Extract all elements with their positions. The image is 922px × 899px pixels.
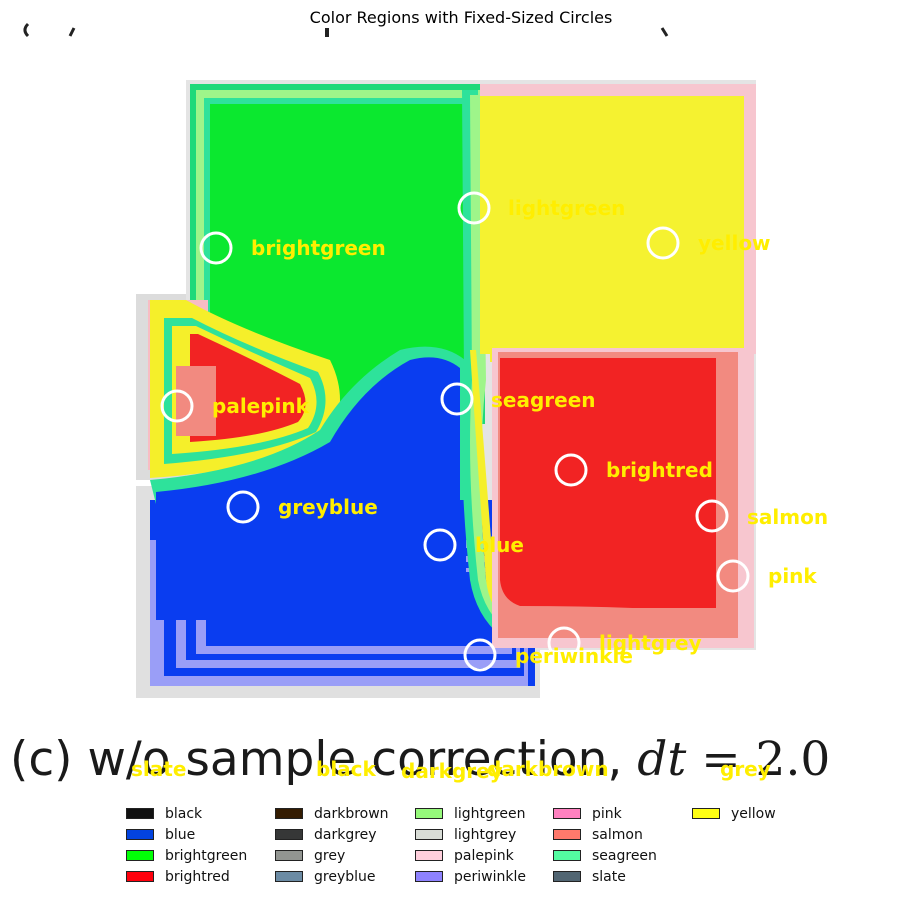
caption-variable: dt	[637, 732, 687, 787]
legend-item-greyblue: greyblue	[275, 866, 415, 887]
legend-item-black: black	[126, 803, 275, 824]
circle-blue	[423, 528, 457, 562]
region-palepink	[148, 300, 340, 478]
legend-item-palepink: palepink	[415, 845, 553, 866]
label-salmon: salmon	[747, 505, 828, 529]
legend-item-lightgreen: lightgreen	[415, 803, 553, 824]
label-periwinkle: periwinkle	[515, 644, 633, 668]
circle-salmon	[695, 499, 729, 533]
legend-swatch	[126, 871, 154, 882]
legend-swatch	[553, 850, 581, 861]
legend-item-lightgrey: lightgrey	[415, 824, 553, 845]
legend-item-yellow: yellow	[692, 803, 812, 824]
legend-label: darkgrey	[314, 826, 377, 843]
label-seagreen: seagreen	[491, 388, 596, 412]
legend-swatch	[415, 808, 443, 819]
legend-item-salmon: salmon	[553, 824, 692, 845]
legend-label: lightgrey	[454, 826, 517, 843]
sample-circles	[160, 191, 750, 672]
circle-greyblue	[226, 490, 260, 524]
label-palepink: palepink	[212, 394, 310, 418]
legend-item-periwinkle: periwinkle	[415, 866, 553, 887]
legend-swatch	[275, 850, 303, 861]
label-pink: pink	[768, 564, 817, 588]
legend-item-darkgrey: darkgrey	[275, 824, 415, 845]
legend-item-slate: slate	[553, 866, 692, 887]
legend-label: pink	[592, 805, 622, 822]
circle-seagreen	[440, 382, 474, 416]
legend-swatch	[553, 871, 581, 882]
legend-item-seagreen: seagreen	[553, 845, 692, 866]
legend-label: black	[165, 805, 203, 822]
legend-label: grey	[314, 847, 346, 864]
legend-swatch	[126, 850, 154, 861]
circle-pink	[716, 559, 750, 593]
circle-periwinkle	[463, 638, 497, 672]
color-legend: black blue brightgreen brightred darkbrown da…	[126, 803, 812, 887]
legend-item-pink: pink	[553, 803, 692, 824]
legend-label: greyblue	[314, 868, 376, 885]
region-yellow	[480, 84, 756, 362]
legend-label: palepink	[454, 847, 514, 864]
legend-swatch	[692, 808, 720, 819]
legend-swatch	[126, 829, 154, 840]
legend-item-darkbrown: darkbrown	[275, 803, 415, 824]
legend-swatch	[415, 829, 443, 840]
legend-swatch	[415, 871, 443, 882]
label-greyblue: greyblue	[278, 495, 378, 519]
circle-brightred	[554, 453, 588, 487]
label-blue: blue	[475, 533, 524, 557]
circle-lightgrey	[547, 626, 581, 660]
region-blue	[150, 346, 466, 620]
caption-prefix: (c) w/o sample correction,	[10, 732, 638, 787]
label-brightgreen: brightgreen	[251, 236, 386, 260]
legend-label: yellow	[731, 805, 776, 822]
region-brightred	[492, 348, 754, 648]
region-brightgreen	[190, 84, 485, 424]
region-labels: brightgreen lightgreen yellow palepink s…	[212, 196, 828, 668]
legend-label: brightred	[165, 868, 230, 885]
legend-label: slate	[592, 868, 626, 885]
legend-label: lightgreen	[454, 805, 526, 822]
legend-swatch	[553, 808, 581, 819]
legend-label: periwinkle	[454, 868, 526, 885]
label-lightgreen: lightgreen	[508, 196, 625, 220]
legend-label: darkbrown	[314, 805, 389, 822]
circle-yellow	[646, 226, 680, 260]
legend-swatch	[275, 871, 303, 882]
circle-palepink	[160, 389, 194, 423]
circle-brightgreen	[199, 231, 233, 265]
label-yellow: yellow	[698, 231, 771, 255]
legend-swatch	[275, 829, 303, 840]
legend-label: salmon	[592, 826, 643, 843]
clipped-text-fragments	[23, 22, 669, 38]
legend-item-brightred: brightred	[126, 866, 275, 887]
caption-equals: = 2.0	[686, 732, 831, 787]
label-lightgrey: lightgrey	[599, 631, 702, 655]
figure-title: Color Regions with Fixed-Sized Circles	[309, 8, 613, 27]
legend-label: blue	[165, 826, 196, 843]
legend-swatch	[553, 829, 581, 840]
legend-item-grey: grey	[275, 845, 415, 866]
legend-label: brightgreen	[165, 847, 248, 864]
legend-swatch	[275, 808, 303, 819]
label-brightred: brightred	[606, 458, 713, 482]
circle-lightgreen	[457, 191, 491, 225]
legend-label: seagreen	[592, 847, 657, 864]
legend-item-brightgreen: brightgreen	[126, 845, 275, 866]
legend-swatch	[126, 808, 154, 819]
subfigure-caption: (c) w/o sample correction, dt = 2.0	[10, 732, 830, 787]
legend-item-blue: blue	[126, 824, 275, 845]
legend-swatch	[415, 850, 443, 861]
